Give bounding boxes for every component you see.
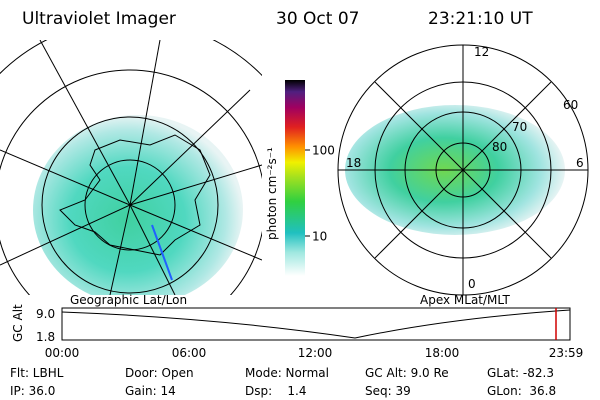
time: 23:21:10 UT [428, 9, 533, 29]
colorbar-unit: photon cm⁻²s⁻¹ [265, 147, 279, 240]
timeline-x-tick: 00:00 [45, 346, 80, 360]
timeline: GC Alt 9.0 1.8 00:00 06:00 12:00 18:00 2… [11, 304, 583, 360]
mlt-label: 0 [468, 277, 476, 291]
altitude-curve [61, 309, 571, 339]
status-field: Mode: Normal [245, 366, 329, 380]
status-field: GC Alt: 9.0 Re [365, 366, 449, 380]
timeline-y-label: GC Alt [11, 304, 25, 342]
status-field: Gain: 14 [125, 384, 176, 398]
instrument: Ultraviolet Imager [22, 9, 176, 29]
colorbar-tick-label: 10 [312, 230, 327, 244]
timeline-x-tick: 06:00 [172, 346, 207, 360]
timeline-y-tick: 1.8 [36, 330, 55, 344]
timeline-frame [61, 307, 571, 341]
colorbar-tick-label: 100 [312, 144, 335, 158]
status-field: IP: 36.0 [10, 384, 55, 398]
date: 30 Oct 07 [276, 9, 359, 29]
mlt-label: 12 [474, 45, 489, 59]
geo-grid [0, 40, 262, 295]
mlat-label: 70 [512, 120, 527, 134]
mlat-label: 80 [492, 140, 507, 154]
status-field: Dsp: 1.4 [245, 384, 307, 398]
left-map-label: Geographic Lat/Lon [70, 293, 187, 307]
status-field: Seq: 39 [365, 384, 411, 398]
geographic-map [0, 40, 262, 295]
track [151, 224, 173, 281]
mag-grid [337, 44, 589, 296]
timeline-x-tick: 23:59 [549, 346, 584, 360]
magnetic-map: 12 6 18 0 60 70 80 [337, 44, 589, 296]
right-map-label: Apex MLat/MLT [420, 293, 510, 307]
timeline-y-tick: 9.0 [36, 307, 55, 321]
mlat-label: 60 [563, 98, 578, 112]
header: Ultraviolet Imager 30 Oct 07 23:21:10 UT [22, 9, 533, 29]
status-field: GLon: 36.8 [487, 384, 556, 398]
status-field: Door: Open [125, 366, 194, 380]
mlt-label: 18 [346, 156, 361, 170]
colorbar-scale [285, 80, 305, 276]
timeline-x-tick: 12:00 [298, 346, 333, 360]
mlt-label: 6 [576, 156, 584, 170]
colorbar: 100 10 photon cm⁻²s⁻¹ [265, 80, 335, 276]
timeline-x-tick: 18:00 [425, 346, 460, 360]
emission-image [33, 115, 243, 295]
status: Flt: LBHL Door: Open Mode: Normal GC Alt: 9… [10, 366, 556, 398]
status-field: Flt: LBHL [10, 366, 64, 380]
status-field: GLat: -82.3 [487, 366, 554, 380]
coastline [59, 134, 211, 256]
